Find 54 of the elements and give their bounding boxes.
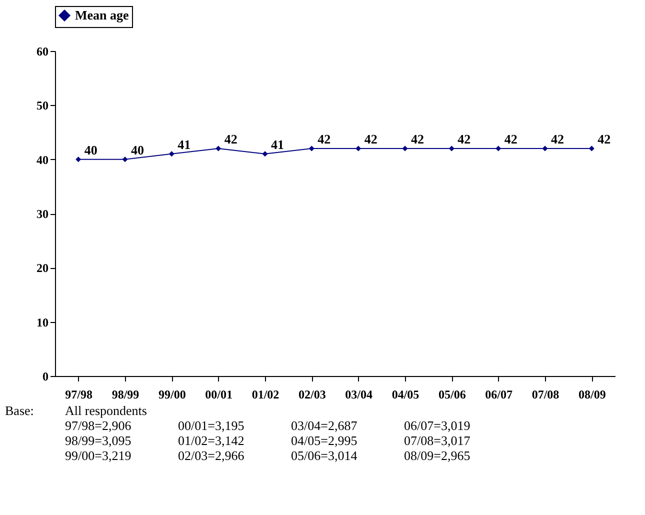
point [216, 146, 222, 152]
text: 97/98=2,906 [65, 418, 132, 433]
x-tick-label: 08/09 [578, 388, 606, 402]
text: All respondents [65, 403, 147, 418]
text: 08/09=2,965 [404, 448, 470, 463]
y-tick-label: 50 [36, 98, 48, 113]
x-tick-label: 06/07 [485, 388, 513, 402]
y-tick-label: 60 [36, 44, 48, 58]
x-tick-label: 99/00 [158, 388, 186, 402]
point [308, 146, 314, 152]
y-tick-label: 30 [36, 207, 48, 221]
text: 07/08=3,017 [404, 433, 471, 448]
data-label: 42 [598, 132, 611, 146]
x-tick-label: 05/06 [438, 388, 466, 402]
y-tick-label: 40 [36, 152, 48, 167]
x-tick-label: 03/04 [345, 388, 373, 402]
text: 03/04=2,687 [291, 418, 358, 433]
y-tick-label: 10 [36, 315, 48, 330]
text: 01/02=3,142 [178, 433, 244, 448]
point [262, 151, 268, 157]
point [122, 156, 128, 162]
text: 04/05=2,995 [291, 433, 358, 448]
data-label: 40 [84, 142, 98, 158]
x-tick-label: 98/99 [112, 388, 140, 402]
data-label: 42 [551, 132, 564, 146]
data-label: 42 [504, 132, 518, 146]
point [168, 151, 174, 157]
legend-label: Mean age [75, 8, 130, 22]
data-label: 42 [364, 132, 378, 146]
x-tick-label: 00/01 [205, 388, 233, 402]
data-label: 41 [271, 136, 284, 152]
data-label: 41 [178, 136, 191, 152]
data-label: 42 [224, 132, 238, 146]
x-tick-label: 01/02 [252, 388, 280, 402]
y-tick-label: 20 [36, 261, 48, 276]
x-tick-label: 07/08 [532, 388, 560, 402]
x-tick-label: 02/03 [298, 388, 326, 402]
text: 05/06=3,014 [291, 448, 358, 463]
x-tick-label: 97/98 [65, 388, 93, 402]
data-label: 42 [458, 132, 471, 146]
text: 99/00=3,219 [65, 448, 132, 463]
point [76, 156, 82, 162]
data-label: 42 [318, 132, 331, 146]
y-tick-label: 0 [42, 370, 48, 384]
text: 00/01=3,195 [178, 418, 244, 433]
text: Base: [5, 403, 34, 418]
data-label: 42 [411, 132, 424, 146]
text: 02/03=2,966 [178, 448, 245, 463]
text: 06/07=3,019 [404, 418, 470, 433]
data-label: 40 [131, 142, 144, 158]
text: 98/99=3,095 [65, 433, 132, 448]
x-tick-label: 04/05 [392, 388, 420, 402]
point [402, 146, 408, 152]
point [542, 146, 548, 152]
